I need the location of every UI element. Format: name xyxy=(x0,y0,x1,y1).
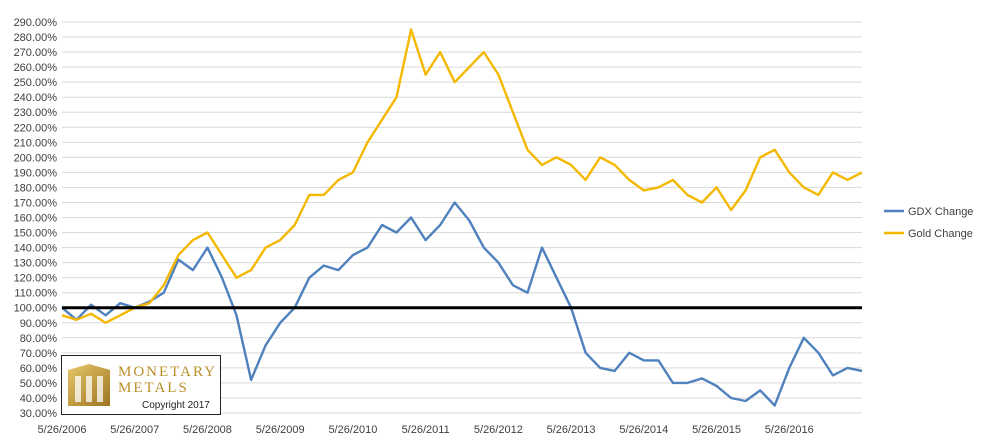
y-tick-label: 260.00% xyxy=(14,62,58,74)
y-tick-label: 230.00% xyxy=(14,107,58,119)
legend-label: GDX Change xyxy=(908,206,973,218)
logo-name-line2: Metals xyxy=(118,380,189,396)
logo-mark-icon xyxy=(68,364,110,406)
x-tick-label: 5/26/2012 xyxy=(474,424,523,436)
logo-name-line1: Monetary xyxy=(118,364,217,380)
y-tick-label: 190.00% xyxy=(14,167,58,179)
legend-label: Gold Change xyxy=(908,228,973,240)
x-tick-label: 5/26/2008 xyxy=(183,424,232,436)
y-tick-label: 180.00% xyxy=(14,182,58,194)
series-line-gold-change xyxy=(61,28,863,324)
y-tick-label: 120.00% xyxy=(14,273,58,285)
y-tick-label: 80.00% xyxy=(20,333,58,345)
y-tick-label: 270.00% xyxy=(14,47,58,59)
y-tick-label: 130.00% xyxy=(14,258,58,270)
x-tick-label: 5/26/2011 xyxy=(402,424,450,436)
legend: GDX Change Gold Change xyxy=(884,206,973,240)
x-tick-label: 5/26/2009 xyxy=(256,424,305,436)
y-tick-label: 210.00% xyxy=(14,137,58,149)
y-tick-label: 60.00% xyxy=(20,363,58,375)
y-tick-label: 50.00% xyxy=(20,378,58,390)
x-tick-label: 5/26/2007 xyxy=(110,424,159,436)
y-tick-label: 170.00% xyxy=(14,197,58,209)
y-tick-label: 110.00% xyxy=(14,288,57,300)
y-tick-label: 280.00% xyxy=(14,32,58,44)
y-tick-label: 250.00% xyxy=(14,77,58,89)
y-tick-label: 30.00% xyxy=(20,408,58,420)
x-tick-label: 5/26/2014 xyxy=(619,424,668,436)
y-tick-label: 70.00% xyxy=(20,348,58,360)
logo: Monetary Metals Copyright 2017 xyxy=(61,355,221,415)
grid-lines xyxy=(62,21,862,414)
x-tick-label: 5/26/2010 xyxy=(328,424,377,436)
y-tick-label: 200.00% xyxy=(14,152,58,164)
y-tick-label: 40.00% xyxy=(20,393,58,405)
x-tick-label: 5/26/2015 xyxy=(692,424,741,436)
y-tick-label: 220.00% xyxy=(14,122,58,134)
y-tick-label: 150.00% xyxy=(14,228,58,240)
series-lines xyxy=(61,28,863,407)
x-tick-label: 5/26/2006 xyxy=(38,424,87,436)
y-tick-label: 240.00% xyxy=(14,92,58,104)
y-tick-label: 90.00% xyxy=(20,318,58,330)
series-line-gdx-change xyxy=(61,201,863,407)
y-axis-ticks: 30.00% 40.00% 50.00% 60.00% 70.00% 80.00% 90.0… xyxy=(14,17,58,420)
logo-name: Monetary Metals xyxy=(118,364,217,396)
x-tick-label: 5/26/2013 xyxy=(547,424,596,436)
logo-copyright: Copyright 2017 xyxy=(142,400,210,411)
y-tick-label: 290.00% xyxy=(14,17,58,29)
x-tick-label: 5/26/2016 xyxy=(765,424,814,436)
y-tick-label: 140.00% xyxy=(14,243,58,255)
y-tick-label: 100.00% xyxy=(14,303,58,315)
x-axis-ticks: 5/26/2006 5/26/2007 5/26/2008 5/26/2009 5/26… xyxy=(38,424,814,436)
y-tick-label: 160.00% xyxy=(14,213,58,225)
